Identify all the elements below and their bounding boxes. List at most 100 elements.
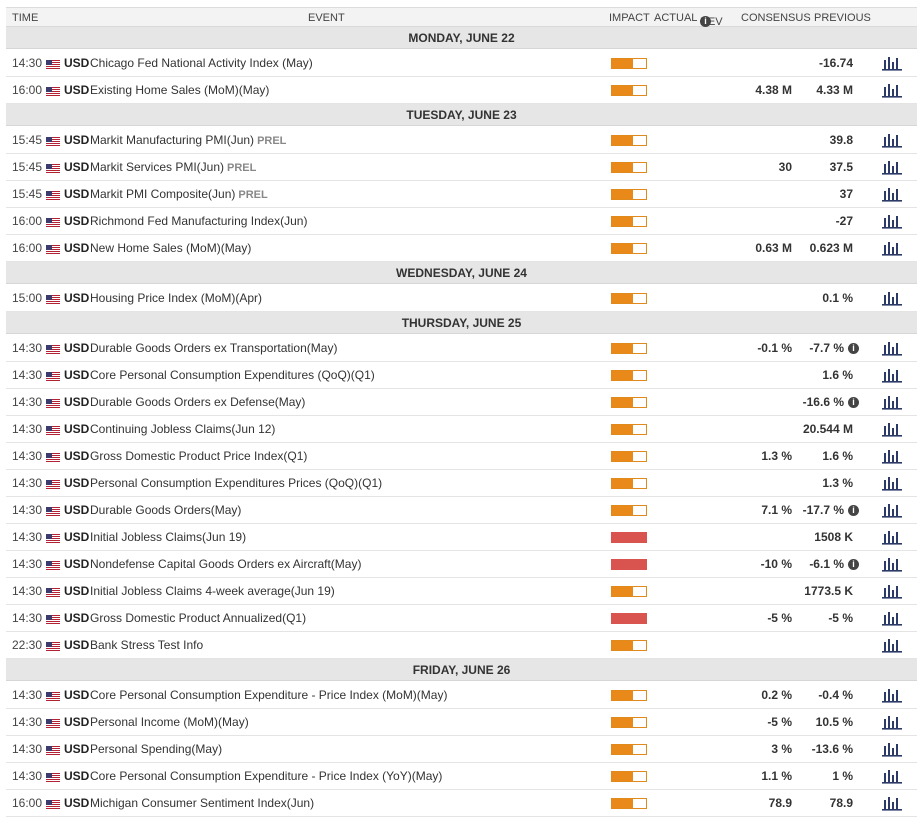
chart-icon[interactable]: [881, 447, 903, 465]
event-name[interactable]: Personal Income (MoM)(May): [90, 715, 249, 729]
table-row[interactable]: 14:30 USD Initial Jobless Claims 4-week av…: [6, 578, 917, 605]
event-name[interactable]: Nondefense Capital Goods Orders ex Aircr…: [90, 557, 362, 571]
event-name-cell[interactable]: Existing Home Sales (MoM)(May): [90, 77, 269, 104]
event-name-cell[interactable]: Markit Services PMI(Jun) PREL: [90, 154, 256, 182]
header-consensus[interactable]: CONSENSUS: [741, 12, 811, 24]
event-name[interactable]: Initial Jobless Claims(Jun 19): [90, 530, 247, 544]
table-row[interactable]: 16:00 USD Existing Home Sales (MoM)(May) 4.…: [6, 77, 917, 104]
event-name[interactable]: Chicago Fed National Activity Index (May…: [90, 56, 313, 70]
chart-icon[interactable]: [881, 528, 903, 546]
info-icon[interactable]: i: [848, 505, 859, 516]
table-row[interactable]: 14:30 USD Durable Goods Orders ex Transpor…: [6, 335, 917, 362]
event-name[interactable]: Michigan Consumer Sentiment Index(Jun): [90, 796, 315, 810]
event-name[interactable]: Housing Price Index (MoM)(Apr): [90, 291, 263, 305]
event-name-cell[interactable]: Personal Spending(May): [90, 736, 222, 763]
chart-icon[interactable]: [881, 212, 903, 230]
event-name[interactable]: Markit Services PMI(Jun): [90, 160, 225, 174]
header-actual[interactable]: ACTUAL: [654, 12, 698, 24]
event-name[interactable]: Durable Goods Orders(May): [90, 503, 242, 517]
table-row[interactable]: 14:30 USD Core Personal Consumption Expend…: [6, 682, 917, 709]
header-event[interactable]: EVENT: [308, 12, 345, 24]
chart-icon[interactable]: [881, 555, 903, 573]
event-name-cell[interactable]: Initial Jobless Claims 4-week average(Ju…: [90, 578, 335, 605]
table-row[interactable]: 14:30 USD Gross Domestic Product Price Ind…: [6, 443, 917, 470]
chart-icon[interactable]: [881, 289, 903, 307]
table-row[interactable]: 14:30 USD Durable Goods Orders(May) 7.1 % -1…: [6, 497, 917, 524]
event-name-cell[interactable]: Markit PMI Composite(Jun) PREL: [90, 181, 268, 209]
event-name-cell[interactable]: Initial Jobless Claims(Jun 19): [90, 524, 246, 551]
chart-icon[interactable]: [881, 131, 903, 149]
event-name[interactable]: Markit PMI Composite(Jun): [90, 187, 236, 201]
event-name[interactable]: Personal Consumption Expenditures Prices…: [90, 476, 383, 490]
event-name-cell[interactable]: Housing Price Index (MoM)(Apr): [90, 285, 262, 312]
event-name[interactable]: New Home Sales (MoM)(May): [90, 241, 252, 255]
event-name-cell[interactable]: Personal Income (MoM)(May): [90, 709, 249, 736]
chart-icon[interactable]: [881, 81, 903, 99]
event-name-cell[interactable]: Chicago Fed National Activity Index (May…: [90, 50, 313, 77]
chart-icon[interactable]: [881, 393, 903, 411]
event-name-cell[interactable]: Gross Domestic Product Price Index(Q1): [90, 443, 307, 470]
event-name[interactable]: Gross Domestic Product Price Index(Q1): [90, 449, 308, 463]
table-row[interactable]: 14:30 USD Personal Income (MoM)(May) -5 % 10…: [6, 709, 917, 736]
table-row[interactable]: 22:30 USD Bank Stress Test Info: [6, 632, 917, 659]
event-name-cell[interactable]: Durable Goods Orders ex Defense(May): [90, 389, 305, 416]
chart-icon[interactable]: [881, 609, 903, 627]
table-row[interactable]: 14:30 USD Nondefense Capital Goods Orders …: [6, 551, 917, 578]
table-row[interactable]: 15:45 USD Markit Manufacturing PMI(Jun) PRE…: [6, 127, 917, 154]
table-row[interactable]: 14:30 USD Core Personal Consumption Expend…: [6, 763, 917, 790]
chart-icon[interactable]: [881, 794, 903, 812]
event-name[interactable]: Existing Home Sales (MoM)(May): [90, 83, 270, 97]
event-name[interactable]: Durable Goods Orders ex Defense(May): [90, 395, 306, 409]
info-icon[interactable]: i: [848, 343, 859, 354]
chart-icon[interactable]: [881, 158, 903, 176]
table-row[interactable]: 14:30 USD Gross Domestic Product Annualize…: [6, 605, 917, 632]
event-name[interactable]: Richmond Fed Manufacturing Index(Jun): [90, 214, 308, 228]
chart-icon[interactable]: [881, 740, 903, 758]
table-row[interactable]: 16:00 USD New Home Sales (MoM)(May) 0.63 M 0…: [6, 235, 917, 262]
event-name-cell[interactable]: New Home Sales (MoM)(May): [90, 235, 251, 262]
table-row[interactable]: 14:30 USD Personal Consumption Expenditure…: [6, 470, 917, 497]
event-name[interactable]: Core Personal Consumption Expenditures (…: [90, 368, 375, 382]
header-impact[interactable]: IMPACT: [609, 12, 650, 24]
table-row[interactable]: 15:00 USD Housing Price Index (MoM)(Apr) 0.…: [6, 285, 917, 312]
chart-icon[interactable]: [881, 713, 903, 731]
event-name-cell[interactable]: Durable Goods Orders(May): [90, 497, 241, 524]
chart-icon[interactable]: [881, 636, 903, 654]
event-name-cell[interactable]: Core Personal Consumption Expenditure - …: [90, 763, 442, 790]
chart-icon[interactable]: [881, 185, 903, 203]
header-previous[interactable]: PREVIOUS: [814, 12, 871, 24]
event-name[interactable]: Gross Domestic Product Annualized(Q1): [90, 611, 307, 625]
table-row[interactable]: 14:30 USD Continuing Jobless Claims(Jun 12…: [6, 416, 917, 443]
event-name[interactable]: Core Personal Consumption Expenditure - …: [90, 688, 448, 702]
event-name[interactable]: Personal Spending(May): [90, 742, 223, 756]
event-name-cell[interactable]: Nondefense Capital Goods Orders ex Aircr…: [90, 551, 361, 578]
event-name-cell[interactable]: Bank Stress Test Info: [90, 632, 203, 659]
chart-icon[interactable]: [881, 366, 903, 384]
chart-icon[interactable]: [881, 686, 903, 704]
table-row[interactable]: 14:30 USD Personal Spending(May) 3 % -13.6 %: [6, 736, 917, 763]
table-row[interactable]: 16:00 USD Michigan Consumer Sentiment Inde…: [6, 790, 917, 817]
table-row[interactable]: 15:45 USD Markit PMI Composite(Jun) PREL 37: [6, 181, 917, 208]
event-name-cell[interactable]: Michigan Consumer Sentiment Index(Jun): [90, 790, 314, 817]
info-icon[interactable]: i: [700, 16, 711, 27]
event-name-cell[interactable]: Gross Domestic Product Annualized(Q1): [90, 605, 306, 632]
chart-icon[interactable]: [881, 54, 903, 72]
table-row[interactable]: 14:30 USD Initial Jobless Claims(Jun 19) 15…: [6, 524, 917, 551]
table-row[interactable]: 16:00 USD Richmond Fed Manufacturing Index…: [6, 208, 917, 235]
event-name-cell[interactable]: Durable Goods Orders ex Transportation(M…: [90, 335, 337, 362]
event-name[interactable]: Durable Goods Orders ex Transportation(M…: [90, 341, 338, 355]
event-name[interactable]: Markit Manufacturing PMI(Jun): [90, 133, 255, 147]
chart-icon[interactable]: [881, 501, 903, 519]
event-name[interactable]: Core Personal Consumption Expenditure - …: [90, 769, 443, 783]
event-name-cell[interactable]: Personal Consumption Expenditures Prices…: [90, 470, 382, 497]
chart-icon[interactable]: [881, 239, 903, 257]
event-name-cell[interactable]: Continuing Jobless Claims(Jun 12): [90, 416, 275, 443]
header-time[interactable]: TIME: [12, 12, 39, 24]
chart-icon[interactable]: [881, 582, 903, 600]
table-row[interactable]: 15:45 USD Markit Services PMI(Jun) PREL 30 37…: [6, 154, 917, 181]
event-name-cell[interactable]: Core Personal Consumption Expenditures (…: [90, 362, 375, 389]
table-row[interactable]: 14:30 USD Core Personal Consumption Expend…: [6, 362, 917, 389]
chart-icon[interactable]: [881, 474, 903, 492]
chart-icon[interactable]: [881, 420, 903, 438]
event-name-cell[interactable]: Markit Manufacturing PMI(Jun) PREL: [90, 127, 286, 155]
